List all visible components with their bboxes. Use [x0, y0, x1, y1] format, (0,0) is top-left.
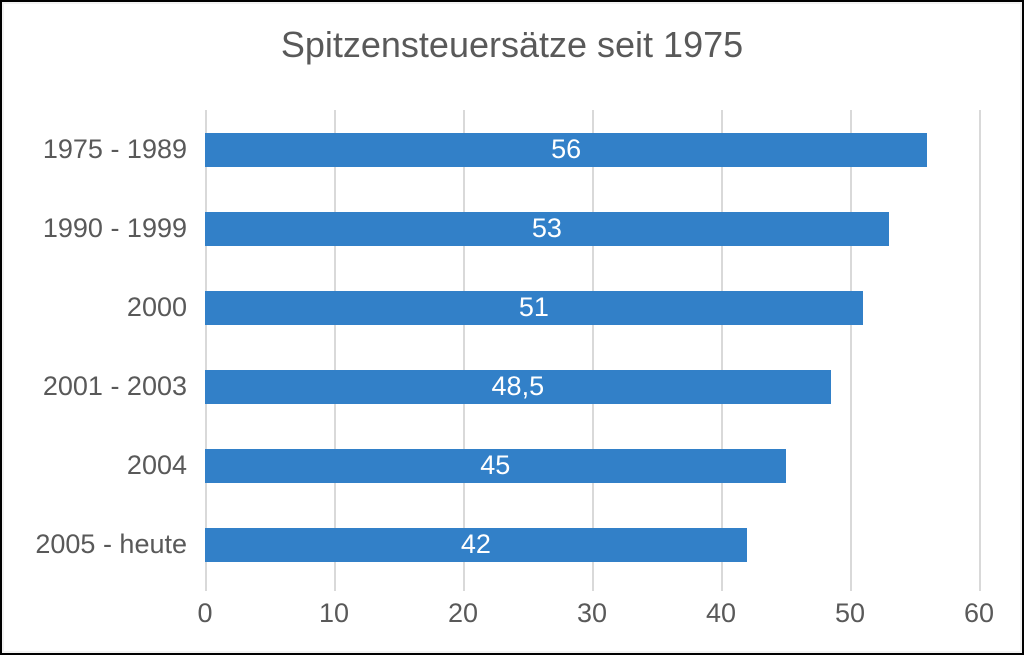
plot-area: 56 53 51 48,5 45 42	[205, 110, 981, 591]
y-axis-category-labels: 1975 - 1989 1990 - 1999 2000 2001 - 2003 200…	[2, 110, 187, 585]
bar-value-label: 48,5	[491, 370, 545, 401]
bar-row: 42	[205, 506, 979, 585]
bar: 53	[205, 211, 889, 246]
category-label: 2004	[126, 450, 187, 481]
bar-row: 48,5	[205, 348, 979, 427]
bar: 48,5	[205, 370, 831, 405]
vertical-gridline	[979, 110, 981, 591]
bar-row: 51	[205, 268, 979, 347]
bar: 51	[205, 290, 863, 325]
x-tick-label: 20	[447, 598, 479, 628]
category-label: 2000	[126, 291, 187, 322]
x-tick-label: 0	[197, 598, 213, 628]
x-tick-label: 60	[963, 598, 995, 628]
bar-value-label: 42	[460, 529, 491, 560]
bar-value-label: 51	[518, 291, 549, 322]
vertical-gridline	[850, 110, 852, 591]
vertical-gridline	[721, 110, 723, 591]
x-tick-label: 50	[834, 598, 866, 628]
x-axis-tick-labels: 0 10 20 30 40 50 60	[197, 598, 994, 638]
vertical-gridline	[592, 110, 594, 591]
bar-value-label: 45	[480, 450, 511, 481]
chart-title: Spitzensteuersätze seit 1975	[280, 24, 744, 65]
category-label: 2005 - heute	[35, 529, 187, 560]
bar-row: 45	[205, 427, 979, 506]
bar: 42	[205, 528, 747, 563]
bar-row: 53	[205, 189, 979, 268]
bar: 56	[205, 132, 928, 167]
bar-row: 56	[205, 110, 979, 189]
category-label: 1990 - 1999	[42, 212, 187, 243]
bar-value-label: 53	[531, 212, 562, 243]
x-tick-label: 30	[576, 598, 608, 628]
bar-value-label: 56	[551, 133, 582, 164]
category-label: 1975 - 1989	[42, 133, 187, 164]
x-tick-label: 40	[705, 598, 737, 628]
category-label: 2001 - 2003	[42, 371, 187, 402]
vertical-gridline	[334, 110, 336, 591]
vertical-gridline	[205, 110, 207, 591]
bar: 45	[205, 449, 786, 484]
vertical-gridline	[463, 110, 465, 591]
x-tick-label: 10	[318, 598, 350, 628]
